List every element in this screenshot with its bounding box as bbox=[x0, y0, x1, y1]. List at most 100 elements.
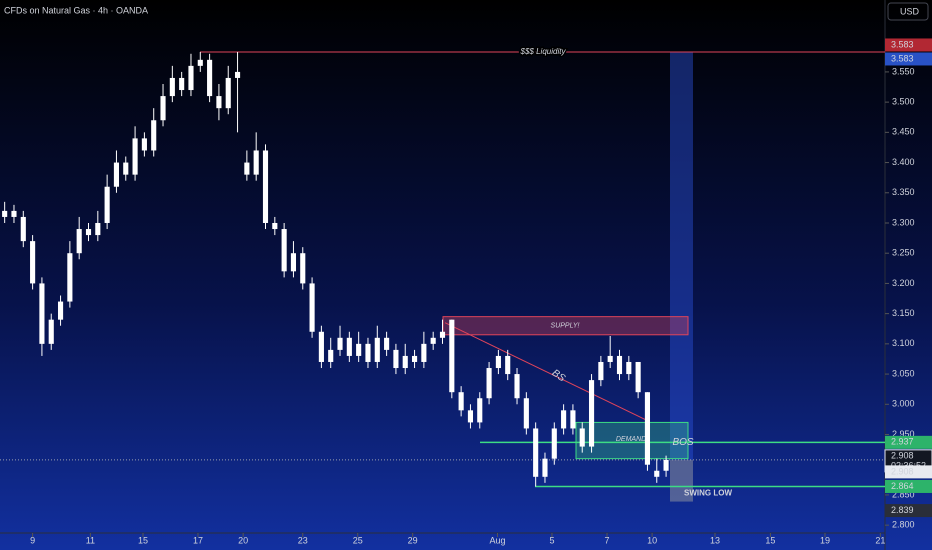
candle-body bbox=[20, 216, 26, 242]
y-tick-label: 2.850 bbox=[892, 489, 915, 499]
y-tick-label: 3.000 bbox=[892, 399, 915, 409]
candle-body bbox=[188, 65, 194, 91]
price-label: 2.864 bbox=[891, 481, 914, 491]
demand-label: DEMAND! bbox=[616, 436, 648, 443]
candle-body bbox=[616, 355, 623, 375]
candle-body bbox=[244, 162, 250, 175]
candle-body bbox=[290, 253, 297, 272]
y-tick-label: 3.250 bbox=[892, 248, 915, 258]
x-tick-label: 7 bbox=[605, 535, 610, 545]
candle-body bbox=[216, 96, 222, 109]
candle-body bbox=[411, 355, 418, 362]
candle-body bbox=[523, 398, 529, 429]
x-tick-label: 25 bbox=[353, 535, 363, 545]
candle-body bbox=[2, 210, 8, 217]
price-label-box bbox=[885, 465, 932, 479]
candle-body bbox=[253, 150, 259, 175]
candle-body bbox=[346, 337, 352, 356]
candle-body bbox=[421, 343, 427, 362]
candle-body bbox=[533, 428, 539, 477]
candle-body bbox=[570, 410, 576, 429]
x-tick-label: 19 bbox=[820, 535, 830, 545]
candle-body bbox=[132, 138, 138, 175]
price-label: 2.937 bbox=[891, 437, 914, 447]
x-tick-label: 20 bbox=[238, 535, 248, 545]
x-tick-label: 17 bbox=[193, 535, 203, 545]
y-tick-label: 2.950 bbox=[892, 429, 915, 439]
candle-body bbox=[95, 222, 101, 236]
candle-body bbox=[384, 337, 390, 350]
y-tick-label: 3.500 bbox=[892, 97, 915, 107]
candle-body bbox=[57, 301, 64, 320]
candle-body bbox=[123, 162, 129, 175]
candle-body bbox=[654, 470, 660, 477]
demand-box bbox=[575, 421, 689, 460]
price-label-box bbox=[885, 52, 932, 66]
supply-label: SUPPLY! bbox=[551, 323, 580, 330]
candle-body bbox=[318, 331, 324, 362]
candle-body bbox=[467, 410, 474, 423]
y-tick-label: 3.400 bbox=[892, 157, 915, 167]
price-label-box bbox=[885, 504, 932, 518]
candle-body bbox=[104, 186, 110, 223]
candle-body bbox=[495, 355, 501, 369]
candle-body bbox=[514, 374, 520, 399]
candle-body bbox=[477, 398, 483, 423]
x-tick-label: 10 bbox=[647, 535, 657, 545]
price-label: 2.908 bbox=[891, 450, 914, 460]
candle-body bbox=[328, 349, 334, 362]
stop-box bbox=[670, 459, 693, 502]
price-label: 3.583 bbox=[891, 53, 914, 63]
candle-body bbox=[579, 428, 585, 447]
candle-body bbox=[337, 337, 343, 350]
price-label-box bbox=[885, 479, 932, 493]
candle-body bbox=[365, 343, 371, 362]
candle-body bbox=[561, 410, 567, 429]
trend-line bbox=[444, 322, 646, 420]
candle-body bbox=[85, 229, 92, 236]
candle-body bbox=[39, 283, 45, 344]
y-tick-label: 3.450 bbox=[892, 127, 915, 137]
candle-body bbox=[309, 283, 315, 332]
swing-low-label: SWING LOW bbox=[684, 489, 732, 498]
x-tick-label: 5 bbox=[549, 535, 554, 545]
candle-body bbox=[458, 392, 464, 411]
candle-body bbox=[551, 428, 557, 459]
candle-body bbox=[281, 229, 287, 272]
candle-body bbox=[234, 71, 241, 78]
candle-body bbox=[430, 337, 436, 344]
x-tick-label: 23 bbox=[298, 535, 308, 545]
x-tick-label: 15 bbox=[138, 535, 148, 545]
candle-body bbox=[30, 241, 36, 284]
candle-body bbox=[179, 77, 185, 91]
candle-body bbox=[439, 331, 446, 338]
candle-body bbox=[169, 77, 175, 97]
candle-body bbox=[113, 162, 120, 187]
currency: USD bbox=[900, 6, 920, 16]
candle-body bbox=[505, 355, 511, 375]
price-label: 2.908 bbox=[891, 466, 914, 476]
candle-body bbox=[207, 59, 213, 97]
y-tick-label: 3.300 bbox=[892, 217, 915, 227]
y-tick-label: 3.350 bbox=[892, 187, 915, 197]
candle-body bbox=[160, 96, 166, 121]
price-label-box bbox=[885, 38, 932, 52]
candle-body bbox=[197, 59, 203, 66]
candle-body bbox=[67, 253, 73, 302]
candle-body bbox=[607, 355, 613, 362]
candle-body bbox=[300, 253, 306, 284]
candle-body bbox=[356, 343, 362, 356]
candle-body bbox=[542, 458, 548, 477]
currency-box[interactable] bbox=[887, 2, 929, 21]
candle-body bbox=[151, 120, 157, 151]
x-tick-label: 11 bbox=[86, 535, 95, 545]
chart-title: CFDs on Natural Gas · 4h · OANDA bbox=[4, 5, 148, 15]
y-tick-label: 3.150 bbox=[892, 308, 915, 318]
x-tick-label: Aug bbox=[489, 535, 505, 545]
candle-body bbox=[141, 138, 147, 151]
candle-body bbox=[11, 210, 17, 217]
candle-body bbox=[635, 361, 641, 393]
price-label: 3.583 bbox=[891, 39, 914, 49]
